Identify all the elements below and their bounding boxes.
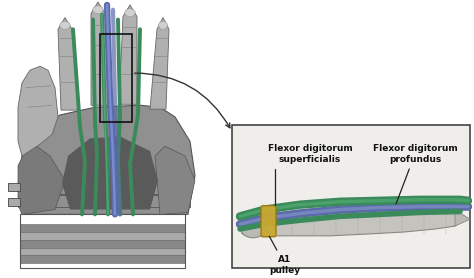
Polygon shape: [20, 255, 185, 263]
Ellipse shape: [60, 21, 70, 29]
Polygon shape: [58, 18, 79, 110]
Bar: [100, 34, 132, 122]
FancyBboxPatch shape: [261, 206, 276, 237]
Polygon shape: [62, 136, 158, 210]
Polygon shape: [150, 18, 169, 109]
Ellipse shape: [125, 9, 135, 17]
Polygon shape: [242, 208, 462, 236]
Bar: [20, 214, 185, 268]
Polygon shape: [20, 232, 185, 240]
Text: A1
pulley: A1 pulley: [269, 236, 301, 275]
Polygon shape: [20, 240, 185, 247]
Polygon shape: [91, 2, 109, 105]
Polygon shape: [18, 105, 195, 214]
Bar: [8, 183, 20, 191]
Text: Flexor digitorum
profundus: Flexor digitorum profundus: [373, 144, 457, 204]
Polygon shape: [18, 180, 190, 194]
Polygon shape: [18, 66, 58, 156]
Polygon shape: [155, 146, 195, 214]
Bar: [8, 198, 20, 206]
Ellipse shape: [158, 21, 167, 29]
Polygon shape: [20, 247, 185, 255]
Polygon shape: [455, 210, 470, 226]
Ellipse shape: [93, 6, 103, 14]
Polygon shape: [119, 5, 137, 104]
Polygon shape: [18, 141, 65, 214]
FancyArrowPatch shape: [135, 73, 230, 128]
Text: Flexor digitorum
superficialis: Flexor digitorum superficialis: [268, 144, 352, 205]
Polygon shape: [18, 195, 190, 207]
Bar: [232, 125, 470, 268]
Ellipse shape: [240, 216, 266, 238]
Polygon shape: [20, 224, 185, 232]
